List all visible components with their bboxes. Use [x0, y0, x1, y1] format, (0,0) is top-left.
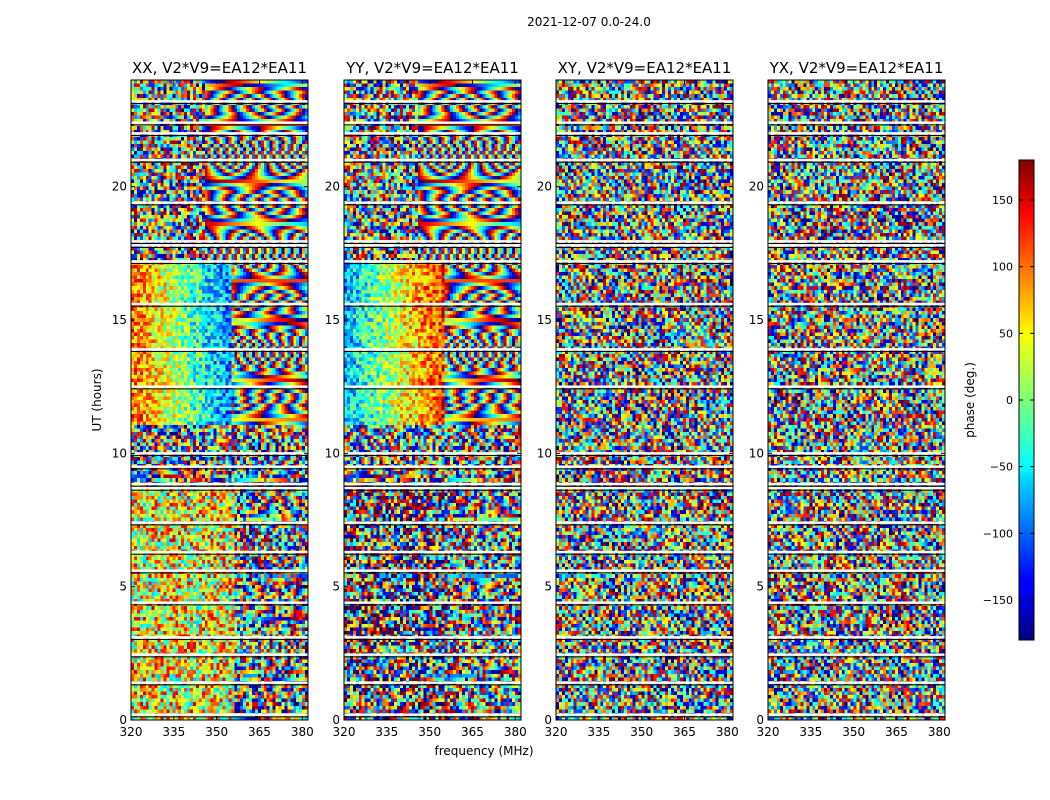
- colorbar: 150 100 50 0 −50 −100 −150 phase (deg.): [963, 159, 1035, 641]
- y-tick-label: 15: [749, 313, 764, 327]
- figure-suptitle: 2021-12-07 0.0-24.0: [527, 15, 651, 29]
- flagged-gaps: [344, 100, 521, 718]
- x-tick-label: 320: [333, 725, 356, 739]
- y-tick-label: 10: [325, 446, 340, 460]
- colorbar-tick-label: 0: [1006, 394, 1013, 407]
- y-tick-label: 20: [749, 180, 764, 194]
- y-tick-label: 20: [325, 180, 340, 194]
- x-tick-label: 335: [587, 725, 610, 739]
- x-tick-label: 350: [418, 725, 441, 739]
- colorbar-tick-label: −100: [983, 527, 1013, 540]
- colorbar-label: phase (deg.): [963, 362, 977, 438]
- x-tick-label: 365: [673, 725, 696, 739]
- colorbar-tick-label: 100: [992, 261, 1013, 274]
- colorbar-tick-label: −150: [983, 594, 1013, 607]
- flagged-gaps: [131, 100, 308, 718]
- x-tick-label: 365: [248, 725, 271, 739]
- x-axis-label: frequency (MHz): [434, 744, 533, 758]
- y-tick-label: 5: [332, 580, 340, 594]
- x-tick-label: 365: [885, 725, 908, 739]
- panel-yx: YX, V2*V9=EA12*EA11 320 335 350 365 380 0 5 10 15…: [749, 59, 951, 739]
- heatmap-cells: [131, 80, 309, 721]
- y-tick-label: 5: [756, 580, 764, 594]
- axes-frame: [767, 79, 946, 721]
- axes-frame: [555, 79, 734, 721]
- y-tick-label: 20: [537, 180, 552, 194]
- y-tick-label: 15: [537, 313, 552, 327]
- y-tick-label: 0: [756, 713, 764, 727]
- x-tick-label: 380: [291, 725, 314, 739]
- colorbar-tick-label: −50: [990, 461, 1013, 474]
- y-tick-label: 15: [112, 313, 127, 327]
- y-tick-label: 0: [119, 713, 127, 727]
- x-tick-label: 320: [545, 725, 568, 739]
- panel-title: YX, V2*V9=EA12*EA11: [769, 59, 944, 77]
- y-tick-label: 0: [544, 713, 552, 727]
- panel-title: XY, V2*V9=EA12*EA11: [558, 59, 732, 77]
- y-tick-label: 10: [537, 446, 552, 460]
- x-tick-label: 335: [799, 725, 822, 739]
- x-tick-label: 320: [757, 725, 780, 739]
- x-tick-label: 365: [461, 725, 484, 739]
- panel-yy: YY, V2*V9=EA12*EA11 320 335 350 365 380 0 5 10 15…: [325, 59, 527, 739]
- heatmap-cells: [768, 80, 946, 721]
- x-tick-label: 380: [504, 725, 527, 739]
- x-tick-label: 350: [842, 725, 865, 739]
- y-tick-label: 10: [749, 446, 764, 460]
- panel-title: XX, V2*V9=EA12*EA11: [132, 59, 307, 77]
- panels: XX, V2*V9=EA12*EA11 320 335 350 365 380 0 5 10 15…: [112, 59, 951, 739]
- x-tick-label: 335: [162, 725, 185, 739]
- y-tick-label: 15: [325, 313, 340, 327]
- heatmap-cells: [344, 80, 522, 721]
- y-tick-label: 0: [332, 713, 340, 727]
- panel-xx: XX, V2*V9=EA12*EA11 320 335 350 365 380 0 5 10 15…: [112, 59, 314, 739]
- axes-frame: [343, 79, 522, 721]
- x-tick-label: 350: [630, 725, 653, 739]
- colorbar-tick-label: 50: [999, 327, 1013, 340]
- x-tick-label: 350: [205, 725, 228, 739]
- x-tick-label: 380: [716, 725, 739, 739]
- colorbar-ticks: 150 100 50 0 −50 −100 −150: [983, 194, 1034, 607]
- colorbar-tick-label: 150: [992, 194, 1013, 207]
- y-tick-label: 20: [112, 180, 127, 194]
- heatmap-cells: [556, 80, 734, 721]
- x-tick-label: 335: [375, 725, 398, 739]
- panel-title: YY, V2*V9=EA12*EA11: [345, 59, 519, 77]
- y-tick-label: 5: [544, 580, 552, 594]
- y-tick-label: 10: [112, 446, 127, 460]
- x-tick-label: 320: [120, 725, 143, 739]
- axes-frame: [130, 79, 309, 721]
- y-axis-label: UT (hours): [90, 368, 104, 431]
- flagged-gaps: [556, 100, 733, 718]
- x-tick-label: 380: [928, 725, 951, 739]
- panel-xy: XY, V2*V9=EA12*EA11 320 335 350 365 380 0 5 10 15…: [537, 59, 739, 739]
- y-tick-label: 5: [119, 580, 127, 594]
- flagged-gaps: [768, 100, 945, 718]
